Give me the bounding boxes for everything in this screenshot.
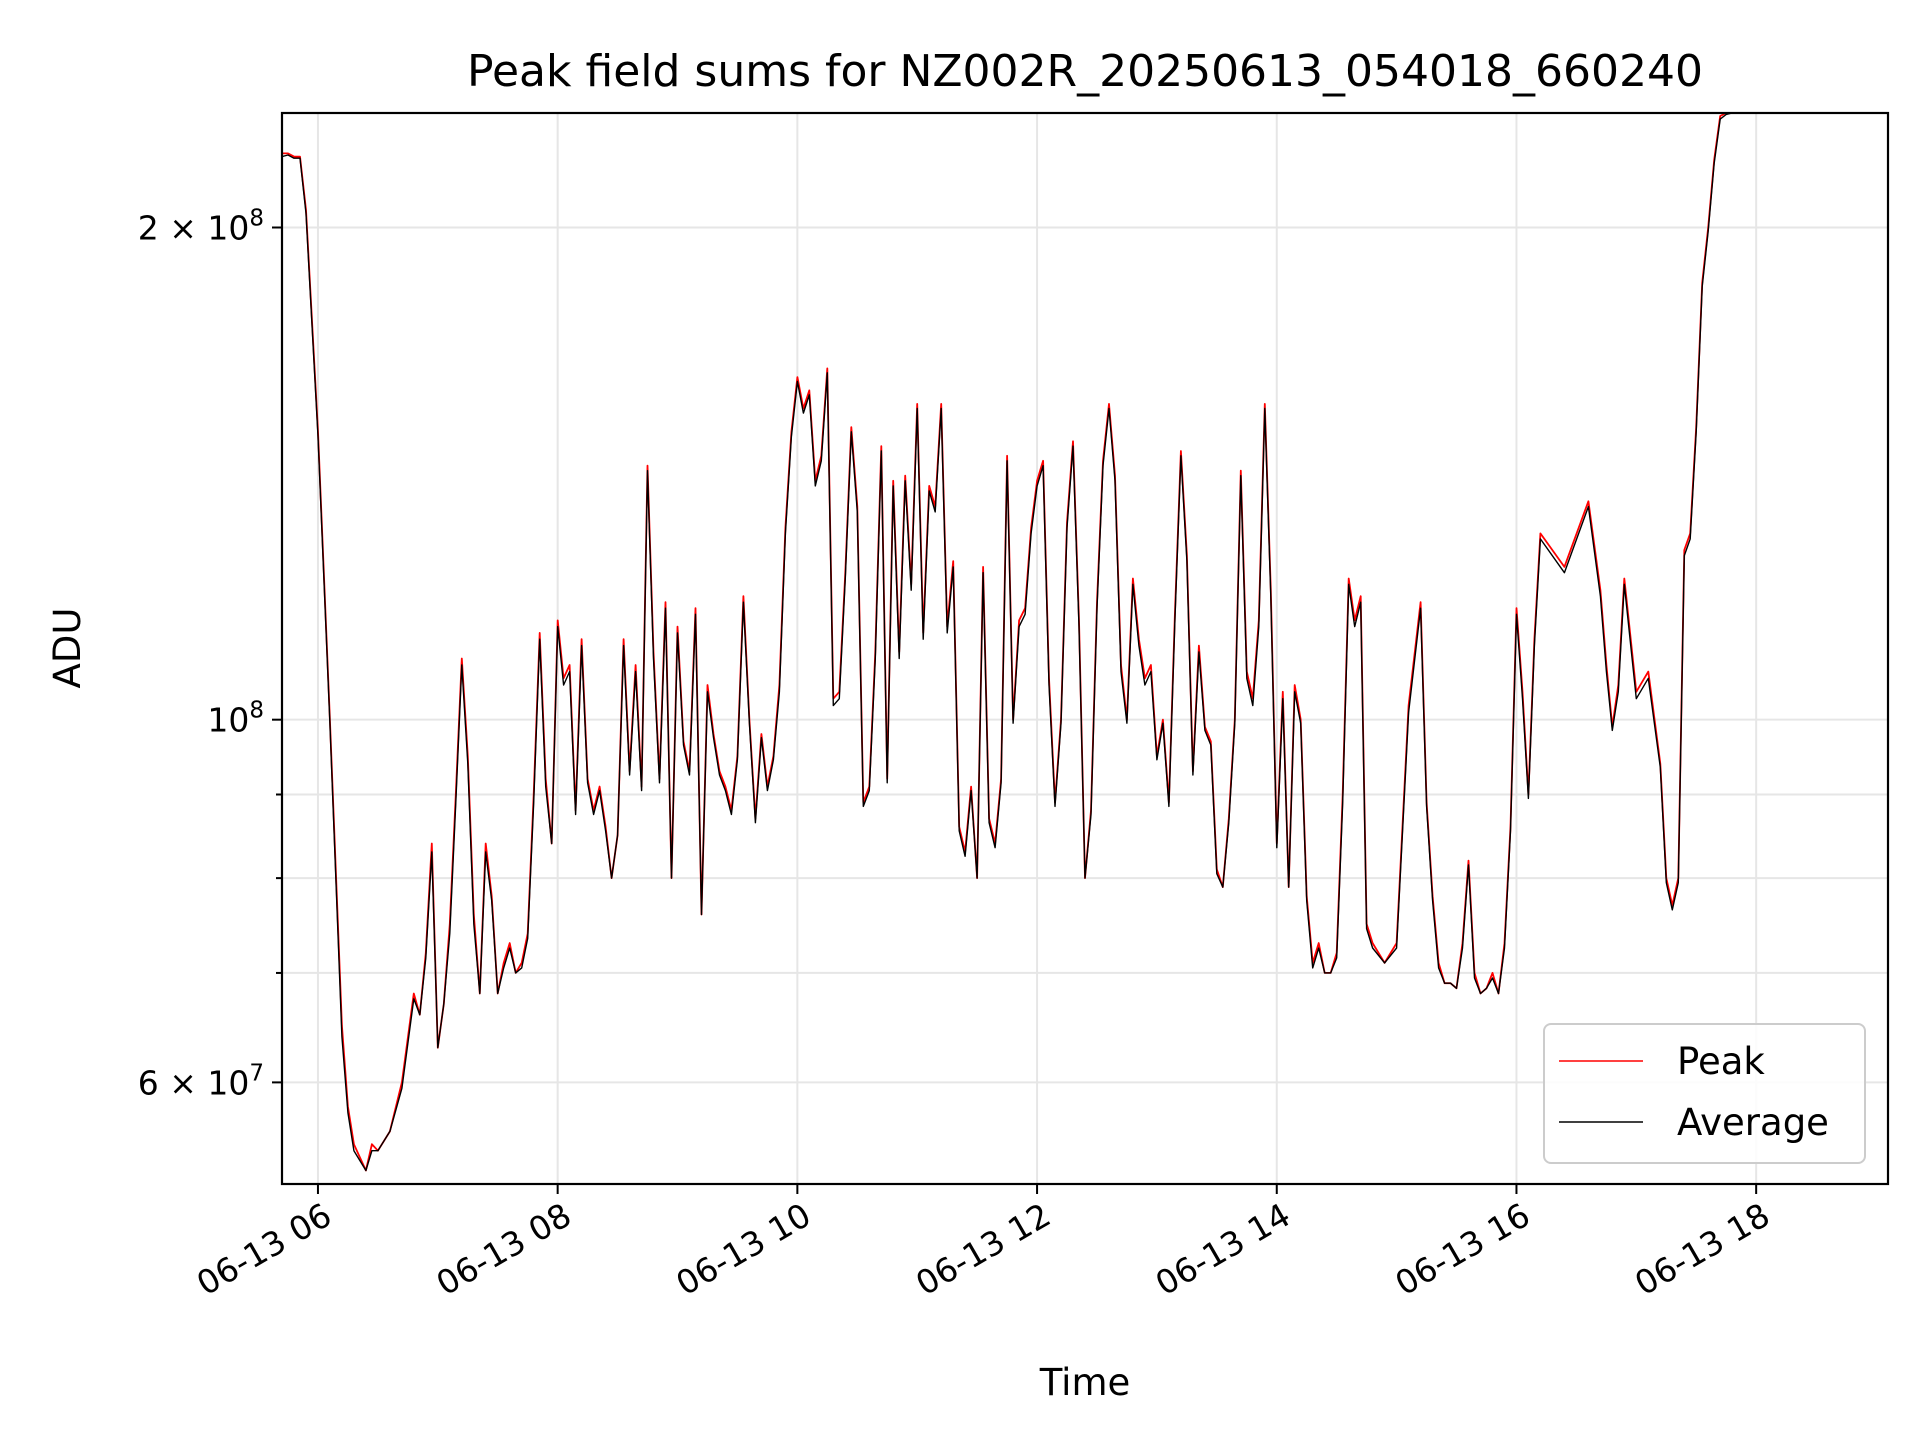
x-axis-label: Time	[1039, 1361, 1131, 1404]
chart-title: Peak field sums for NZ002R_20250613_0540…	[467, 46, 1703, 97]
y-axis: 2 × 108 108 6 × 107	[138, 206, 282, 1102]
legend-peak-label: Peak	[1677, 1040, 1765, 1083]
y-tick-label: 6 × 107	[138, 1060, 264, 1102]
y-tick-label: 2 × 108	[138, 206, 264, 248]
legend: Peak Average	[1543, 1023, 1866, 1164]
legend-frame	[1543, 1023, 1866, 1164]
series-layer	[282, 113, 1733, 1172]
series-average-line	[282, 113, 1733, 1172]
y-axis-label: ADU	[46, 608, 89, 689]
legend-average-label: Average	[1677, 1101, 1829, 1144]
plot-frame	[280, 111, 1890, 1186]
plot-data	[282, 113, 1733, 1172]
y-tick-label: 108	[207, 698, 264, 740]
